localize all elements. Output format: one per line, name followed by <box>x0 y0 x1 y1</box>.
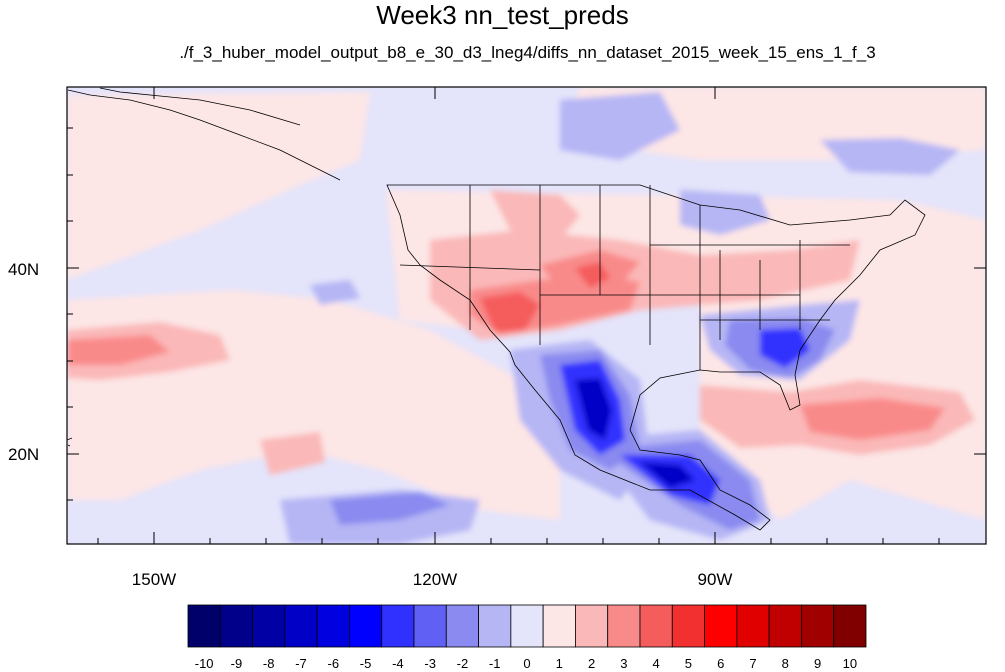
colorbar-swatch <box>316 604 350 648</box>
colorbar-swatch <box>284 604 318 648</box>
colorbar-swatch <box>219 604 253 648</box>
colorbar-label: -7 <box>295 656 307 671</box>
colorbar-swatch <box>478 604 512 648</box>
map-title: Week3 nn_test_preds <box>376 0 629 30</box>
colorbar-swatch <box>704 604 738 648</box>
colorbar-swatch <box>607 604 641 648</box>
colorbar-label: 2 <box>587 656 596 671</box>
colorbar-label: 4 <box>652 656 660 671</box>
colorbar-label: 1 <box>555 656 563 671</box>
colorbar-swatch <box>252 604 286 648</box>
colorbar-swatch <box>671 604 705 648</box>
lon-label-90w: 90W <box>697 570 733 589</box>
colorbar-label: -1 <box>488 656 501 671</box>
colorbar-label: 6 <box>717 656 725 671</box>
colorbar-swatch <box>510 604 544 648</box>
colorbar-label: -9 <box>230 656 243 671</box>
colorbar-label: -4 <box>392 656 404 671</box>
colorbar-label: -8 <box>262 656 275 671</box>
colorbar-label: 5 <box>684 656 693 671</box>
colorbar <box>187 604 867 648</box>
axis-ticks <box>67 87 986 544</box>
colorbar-swatch <box>542 604 576 648</box>
colorbar-swatch <box>381 604 415 648</box>
lon-label-120w: 120W <box>412 570 458 589</box>
coastlines <box>67 87 926 531</box>
map-subtitle: ./f_3_huber_model_output_b8_e_30_d3_lneg… <box>179 43 876 62</box>
colorbar-swatch <box>639 604 673 648</box>
colorbar-swatch <box>575 604 609 648</box>
colorbar-label: 3 <box>620 656 628 671</box>
colorbar-swatch <box>187 604 221 648</box>
colorbar-label: -5 <box>359 656 372 671</box>
lon-label-150w: 150W <box>131 570 177 589</box>
colorbar-label: -10 <box>194 656 214 671</box>
colorbar-swatch <box>736 604 770 648</box>
colorbar-label: 9 <box>813 656 822 671</box>
colorbar-swatch <box>413 604 447 648</box>
lat-label-40n: 40N <box>8 260 40 279</box>
colorbar-swatch <box>768 604 802 648</box>
colorbar-label: 10 <box>842 656 858 671</box>
colorbar-label: -2 <box>456 656 469 671</box>
colorbar-swatch <box>833 604 867 648</box>
lat-label-20n: 20N <box>8 445 40 464</box>
colorbar-label: -3 <box>424 656 436 671</box>
colorbar-label: 7 <box>749 656 757 671</box>
map-frame <box>66 86 987 545</box>
colorbar-label: -6 <box>327 656 340 671</box>
colorbar-swatch <box>349 604 383 648</box>
colorbar-swatch <box>801 604 835 648</box>
colorbar-label: 0 <box>523 656 531 671</box>
colorbar-swatch <box>445 604 479 648</box>
map-field <box>67 87 986 544</box>
colorbar-label: 8 <box>781 656 789 671</box>
